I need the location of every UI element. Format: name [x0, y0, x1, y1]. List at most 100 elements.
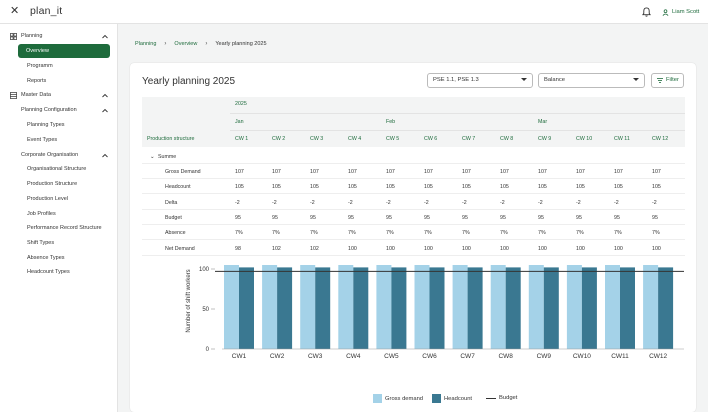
table-cell: 107	[614, 169, 623, 175]
sidebar-item-production-structure[interactable]: Production Structure	[27, 181, 78, 187]
table-cell: 95	[538, 214, 544, 221]
filter-button[interactable]: Filter	[651, 73, 684, 88]
table-cell: 105	[348, 184, 357, 191]
x-tick-label: CW10	[573, 353, 591, 360]
table-row: Budget 95 95 95 95 95 95 95 95 95 95 95 95	[142, 210, 685, 225]
y-axis-label: Number of shift workers	[186, 269, 192, 332]
table-cell: 95	[424, 214, 430, 221]
y-tick-label: 0	[206, 347, 210, 353]
header-divider	[230, 113, 685, 114]
table-cell: 7%	[538, 230, 546, 237]
year-label: 2025	[235, 101, 247, 107]
month-header: Jan	[235, 119, 244, 125]
table-cell: -2	[272, 199, 277, 206]
sidebar-item-event-types[interactable]: Event Types	[27, 137, 58, 143]
sidebar-section-label: Planning	[21, 33, 43, 39]
chevron-up-icon[interactable]	[102, 93, 108, 98]
user-menu[interactable]: Liam Scott	[662, 7, 699, 17]
week-header: CW 11	[614, 136, 630, 142]
table-cell: -2	[538, 199, 543, 206]
sidebar-item-headcount-types[interactable]: Headcount Types	[27, 269, 70, 275]
table-cell: 105	[235, 184, 244, 191]
table-row: Absence 7% 7% 7% 7% 7% 7% 7% 7% 7% 7% 7% 7%	[142, 225, 685, 241]
table-cell: -2	[614, 199, 619, 206]
week-header: CW 2	[272, 136, 286, 142]
bar-headcount	[505, 267, 521, 349]
chevron-up-icon[interactable]	[102, 153, 108, 158]
table-cell: 102	[310, 245, 319, 252]
table-cell: 7%	[576, 230, 584, 237]
close-icon[interactable]: ✕	[10, 5, 20, 17]
sidebar-item-job-profiles[interactable]: Job Profiles	[27, 211, 56, 217]
breadcrumb-planning[interactable]: Planning	[135, 41, 157, 47]
table-cell: 95	[576, 214, 582, 221]
header-divider	[230, 130, 685, 131]
sidebar-item-organisational-structure[interactable]: Organisational Structure	[27, 166, 87, 172]
bar-gross-demand	[490, 265, 506, 349]
x-tick-label: CW3	[308, 353, 323, 360]
breadcrumb-current: Yearly planning 2025	[215, 41, 267, 47]
table-cell: 7%	[310, 230, 318, 237]
chevron-right-icon: ›	[205, 41, 208, 47]
bar-gross-demand	[338, 265, 354, 349]
table-cell: 107	[272, 169, 281, 175]
row-label: Net Demand	[165, 245, 195, 252]
sidebar-group-corporate-organisation[interactable]: Corporate Organisation	[21, 152, 79, 158]
sidebar-section-master-data[interactable]: Master Data	[10, 91, 51, 100]
balance-select[interactable]: Balance	[538, 73, 645, 88]
table-cell: 105	[462, 184, 471, 191]
table-cell: 7%	[386, 230, 394, 237]
legend-label: Budget	[499, 395, 518, 401]
user-name: Liam Scott	[672, 9, 700, 15]
table-cell: -2	[424, 199, 429, 206]
sidebar-item-performance-record-structure[interactable]: Performance Record Structure	[27, 225, 102, 231]
table-cell: 105	[272, 184, 281, 191]
table-cell: 95	[272, 214, 278, 221]
table-cell: 7%	[424, 230, 432, 237]
x-tick-label: CW12	[649, 353, 667, 360]
table-cell: 107	[462, 169, 471, 175]
y-tick-label: 100	[199, 267, 210, 273]
sidebar: Planning Overview Programm Reports Maste…	[0, 24, 118, 412]
table-cell: 7%	[614, 230, 622, 237]
legend-headcount: Headcount	[432, 394, 472, 403]
filter-label: Filter	[666, 77, 679, 83]
table-cell: 7%	[652, 230, 660, 237]
chevron-up-icon[interactable]	[102, 34, 108, 39]
sidebar-section-planning[interactable]: Planning	[10, 32, 42, 41]
table-row: Net Demand 98 102 102 100 100 100 100 100 100 100 1…	[142, 241, 685, 256]
table-cell: 95	[652, 214, 658, 221]
breadcrumb-overview[interactable]: Overview	[174, 41, 198, 47]
bell-icon[interactable]	[642, 7, 651, 17]
table-cell: 100	[538, 245, 547, 252]
month-header: Mar	[538, 119, 548, 125]
sidebar-item-planning-types[interactable]: Planning Types	[27, 122, 65, 128]
bar-gross-demand	[605, 265, 620, 349]
sidebar-group-planning-configuration[interactable]: Planning Configuration	[21, 107, 77, 113]
table-cell: 95	[500, 214, 506, 221]
week-header: CW 1	[235, 136, 249, 142]
sidebar-item-shift-types[interactable]: Shift Types	[27, 240, 55, 246]
sidebar-item-reports[interactable]: Reports	[27, 78, 47, 84]
bar-headcount	[543, 267, 559, 349]
bar-gross-demand	[262, 265, 278, 349]
sidebar-item-overview[interactable]: Overview	[18, 44, 110, 58]
table-cell: 100	[614, 245, 623, 252]
chevron-down-icon[interactable]: ⌄	[150, 154, 155, 160]
chevron-up-icon[interactable]	[102, 108, 108, 113]
top-bar: ✕ plan_it Liam Scott	[0, 0, 708, 24]
x-tick-label: CW11	[611, 353, 629, 360]
pse-select[interactable]: PSE 1.1, PSE 1.3	[427, 73, 533, 88]
table-cell: 7%	[272, 230, 280, 237]
bar-headcount	[658, 267, 674, 349]
table-cell: 107	[652, 169, 661, 175]
bar-headcount	[277, 267, 293, 349]
sidebar-item-programm[interactable]: Programm	[27, 63, 53, 69]
table-header: 2025 Production structure Jan Feb Mar CW 1 C…	[142, 97, 685, 147]
table-cell: 100	[348, 245, 357, 252]
table-cell: 7%	[462, 230, 470, 237]
sidebar-item-production-level[interactable]: Production Level	[27, 196, 68, 202]
table-cell: -2	[500, 199, 505, 206]
sidebar-item-absence-types[interactable]: Absence Types	[27, 255, 65, 261]
table-group-row[interactable]: ⌄ Summe	[142, 149, 685, 164]
